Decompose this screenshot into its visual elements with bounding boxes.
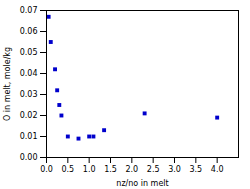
svg-text:2.5: 2.5 bbox=[147, 165, 160, 174]
svg-text:0.5: 0.5 bbox=[61, 165, 74, 174]
svg-text:0.07: 0.07 bbox=[20, 6, 38, 15]
svg-text:O in melt, mole/kg: O in melt, mole/kg bbox=[3, 47, 12, 121]
svg-text:0.01: 0.01 bbox=[20, 132, 38, 141]
svg-text:1.5: 1.5 bbox=[104, 165, 117, 174]
svg-text:0.02: 0.02 bbox=[20, 111, 38, 120]
svg-text:nz/no in melt: nz/no in melt bbox=[116, 179, 168, 188]
svg-text:0.05: 0.05 bbox=[20, 48, 38, 57]
svg-text:0.03: 0.03 bbox=[20, 90, 38, 99]
svg-text:0.06: 0.06 bbox=[20, 27, 38, 36]
svg-text:0.04: 0.04 bbox=[20, 69, 38, 78]
svg-text:3.5: 3.5 bbox=[189, 165, 202, 174]
svg-text:0.00: 0.00 bbox=[20, 153, 38, 162]
svg-text:2.0: 2.0 bbox=[125, 165, 138, 174]
svg-text:3.0: 3.0 bbox=[168, 165, 181, 174]
svg-text:0.0: 0.0 bbox=[40, 165, 53, 174]
svg-text:4.0: 4.0 bbox=[211, 165, 224, 174]
svg-text:1.0: 1.0 bbox=[83, 165, 96, 174]
